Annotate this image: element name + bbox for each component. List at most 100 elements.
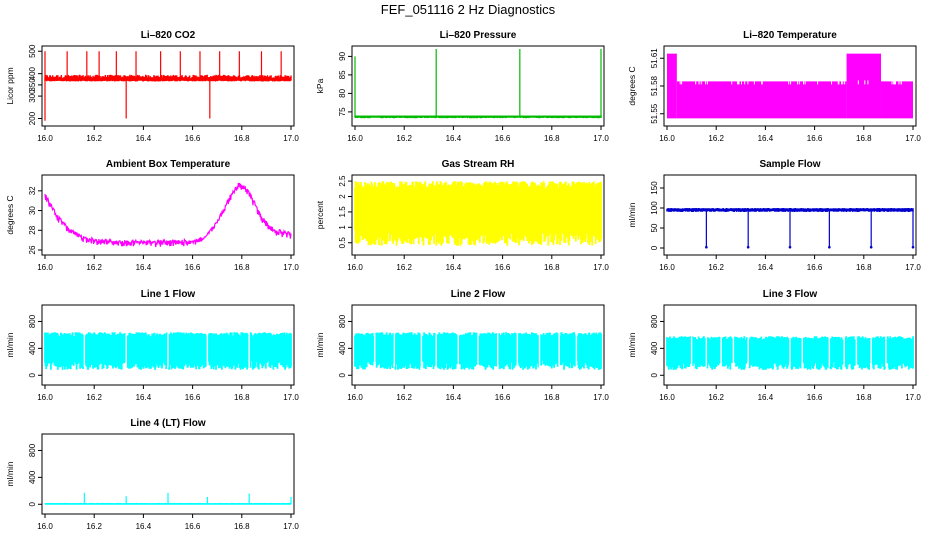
y-tick-label: 51.61	[650, 48, 659, 69]
series-line	[44, 182, 292, 248]
x-tick-label: 16.0	[347, 134, 363, 143]
y-axis-label: ml/min	[315, 332, 325, 357]
panel-title: Gas Stream RH	[442, 159, 515, 170]
x-tick-label: 16.4	[136, 522, 152, 531]
y-tick-label: 400	[28, 341, 37, 355]
x-tick-label: 16.6	[807, 134, 823, 143]
y-axis-label: kPa	[315, 78, 325, 93]
y-tick-label: 50	[650, 223, 659, 232]
x-tick-label: 16.4	[136, 134, 152, 143]
x-tick-label: 16.2	[86, 393, 102, 402]
y-tick-label: 1.5	[338, 206, 347, 218]
x-tick-label: 16.6	[185, 134, 201, 143]
x-tick-label: 16.2	[396, 393, 412, 402]
band-2	[846, 53, 882, 119]
y-tick-label: 51.58	[650, 75, 659, 96]
x-tick-label: 16.4	[136, 393, 152, 402]
y-axis-label: ml/min	[627, 332, 637, 357]
series-line	[666, 336, 914, 370]
x-tick-label: 16.6	[495, 393, 511, 402]
series-3	[667, 53, 913, 119]
x-tick-label: 16.8	[856, 134, 872, 143]
x-tick-label: 16.8	[856, 393, 872, 402]
x-tick-label: 17.0	[283, 263, 299, 272]
x-tick-label: 16.8	[544, 393, 560, 402]
y-axis-label: percent	[315, 200, 325, 229]
panel-8: Line 2 Flow 16.0 16.2 16.4 16.6 16.8 17.0 0 400 8…	[315, 289, 609, 402]
band-0	[667, 53, 677, 119]
y-axis-label: degrees C	[627, 66, 637, 105]
x-tick-label: 16.6	[495, 134, 511, 143]
x-tick-label: 16.2	[708, 393, 724, 402]
x-tick-label: 16.6	[807, 263, 823, 272]
main-title: FEF_051116 2 Hz Diagnostics	[380, 2, 556, 17]
x-tick-label: 16.6	[807, 393, 823, 402]
dip-point	[746, 245, 750, 249]
y-tick-label: 0.5	[338, 237, 347, 249]
y-tick-label: 0	[650, 245, 659, 250]
y-tick-label: 75	[338, 107, 347, 116]
panel-2: Li–820 Pressure 16.0 16.2 16.4 16.6 16.8 17.0 7…	[315, 30, 609, 143]
x-tick-label: 16.8	[234, 263, 250, 272]
x-tick-label: 16.2	[396, 134, 412, 143]
y-axis-label: ml/min	[627, 202, 637, 227]
x-tick-label: 16.8	[856, 263, 872, 272]
y-tick-label: 30	[28, 206, 37, 215]
y-axis-label: Licor ppm	[5, 67, 15, 104]
panel-1: Li–820 CO2 16.0 16.2 16.4 16.6 16.8 17.0 200 300…	[5, 30, 299, 143]
x-tick-label: 16.2	[86, 263, 102, 272]
x-tick-label: 17.0	[905, 263, 921, 272]
y-tick-label: 1	[338, 225, 347, 230]
x-tick-label: 16.8	[234, 522, 250, 531]
x-tick-label: 16.8	[544, 134, 560, 143]
panel-title: Li–820 Temperature	[743, 30, 837, 41]
y-tick-label: 0	[28, 372, 37, 377]
x-tick-label: 17.0	[593, 393, 609, 402]
x-tick-label: 16.0	[37, 263, 53, 272]
y-tick-label: 80	[338, 88, 347, 97]
y-tick-label: 800	[338, 314, 347, 328]
series-10	[44, 492, 292, 505]
y-tick-label: 32	[28, 186, 37, 195]
dip-point	[828, 245, 831, 249]
x-tick-label: 17.0	[593, 263, 609, 272]
series-line	[354, 332, 602, 370]
x-tick-label: 17.0	[905, 393, 921, 402]
series-2	[354, 49, 602, 119]
panel-9: Line 3 Flow 16.0 16.2 16.4 16.6 16.8 17.0 0 400 8…	[627, 289, 921, 402]
series-5	[354, 181, 602, 246]
y-tick-label: 800	[650, 314, 659, 328]
series-line	[354, 181, 602, 246]
y-tick-label: 0	[338, 372, 347, 377]
y-axis-label: ml/min	[5, 461, 15, 486]
x-tick-label: 16.0	[659, 134, 675, 143]
y-tick-label: 350	[28, 78, 37, 92]
x-tick-label: 16.4	[446, 263, 462, 272]
panel-3: Li–820 Temperature 16.0 16.2 16.4 16.6 16.8 17…	[627, 30, 921, 143]
series-7	[44, 332, 292, 370]
panel-7: Line 1 Flow 16.0 16.2 16.4 16.6 16.8 17.0 0 400 8…	[5, 289, 299, 402]
panel-title: Li–820 CO2	[141, 30, 196, 41]
x-tick-label: 17.0	[283, 134, 299, 143]
y-tick-label: 300	[28, 89, 37, 103]
series-9	[666, 336, 914, 370]
panel-10: Line 4 (LT) Flow 16.0 16.2 16.4 16.6 16.8 17.0…	[5, 418, 299, 531]
y-tick-label: 2	[338, 194, 347, 199]
x-tick-label: 16.6	[495, 263, 511, 272]
y-tick-label: 800	[28, 314, 37, 328]
series-line	[44, 74, 292, 82]
panel-title: Line 1 Flow	[141, 289, 196, 300]
y-tick-label: 400	[28, 470, 37, 484]
y-tick-label: 400	[650, 341, 659, 355]
y-tick-label: 0	[28, 501, 37, 506]
x-tick-label: 16.0	[659, 263, 675, 272]
x-tick-label: 16.4	[136, 263, 152, 272]
band-1	[676, 81, 847, 119]
x-tick-label: 16.2	[708, 263, 724, 272]
dip-point	[788, 245, 792, 249]
y-tick-label: 800	[28, 443, 37, 457]
x-tick-label: 17.0	[283, 393, 299, 402]
x-tick-label: 16.4	[758, 393, 774, 402]
series-8	[354, 332, 602, 370]
series-line	[44, 332, 292, 370]
